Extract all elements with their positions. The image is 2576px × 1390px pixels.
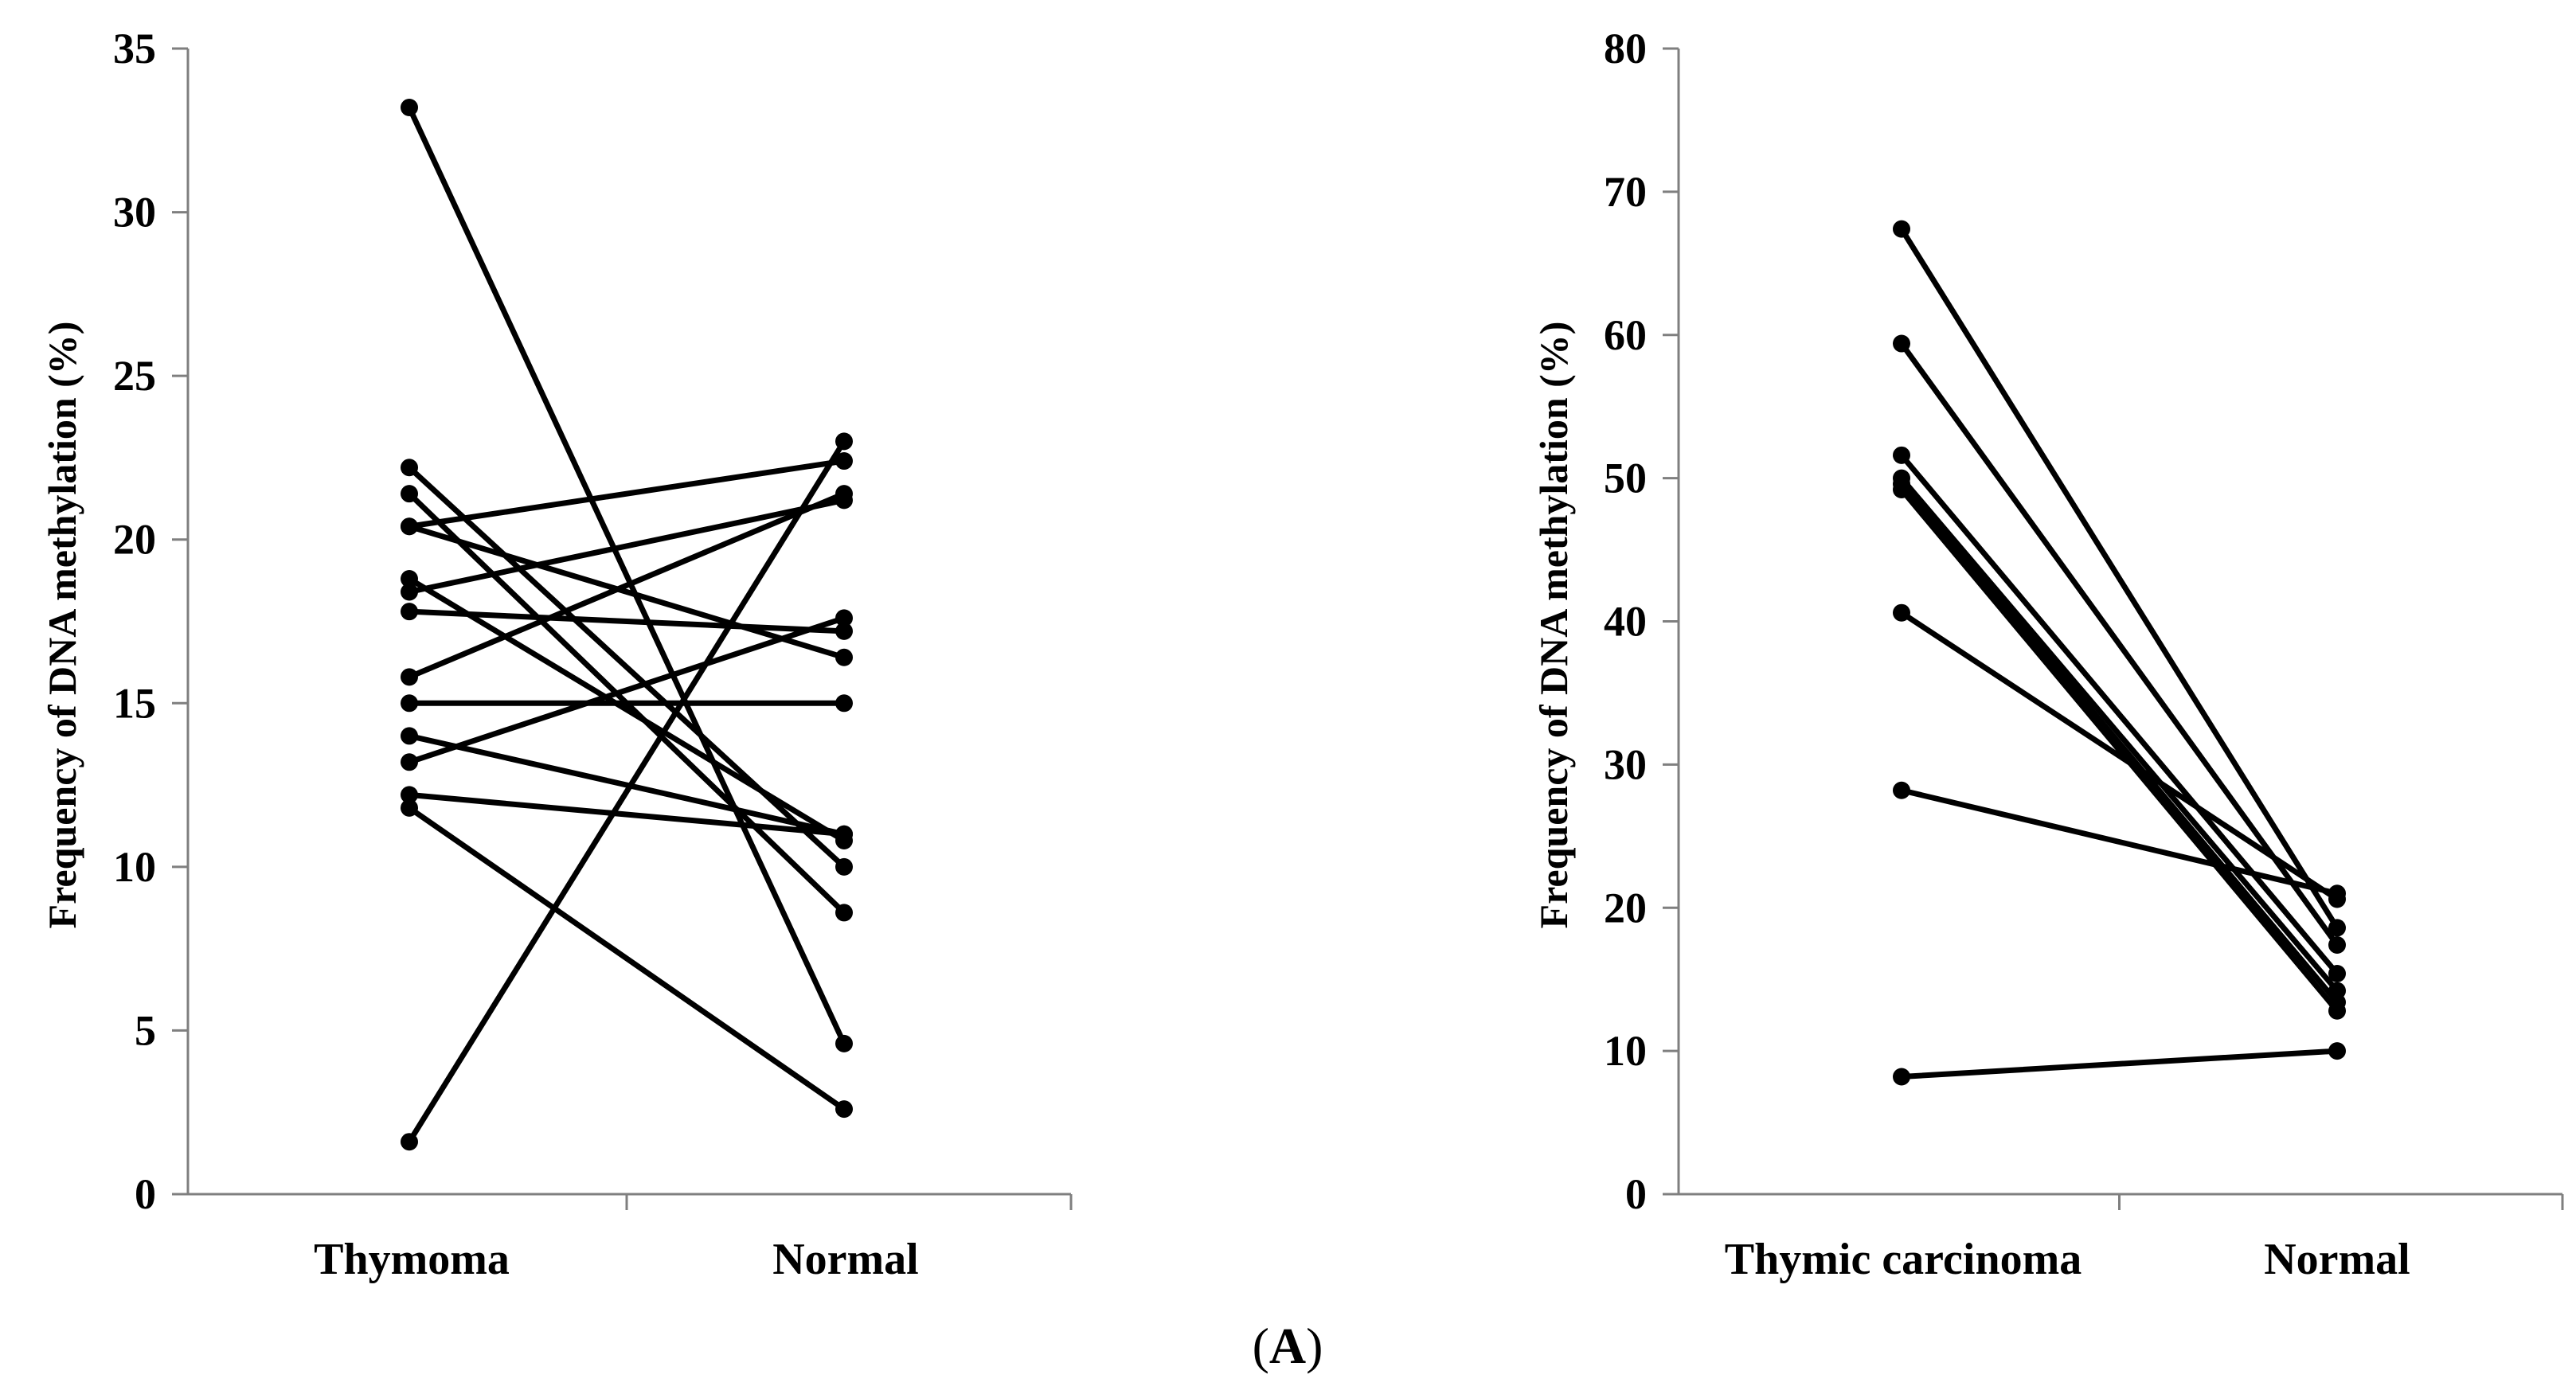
y-tick-label-right-0: 0 [1625, 1170, 1647, 1218]
y-tick-label-left-0: 0 [135, 1170, 156, 1218]
point-left-2-a [401, 459, 418, 477]
pair-line-right-7 [1898, 787, 2340, 896]
x-category-label-left-0: Thymoma [314, 1235, 510, 1284]
y-tick-label-right-2: 20 [1604, 884, 1647, 931]
pair-line-right-4 [1898, 481, 2340, 1005]
y-tick-label-right-7: 70 [1604, 168, 1647, 216]
pair-line-left-13 [406, 791, 847, 838]
point-right-1-b [2328, 936, 2346, 955]
pair-line-right-1 [1898, 341, 2340, 948]
point-right-5-b [2328, 1002, 2346, 1020]
point-right-2-a [1893, 446, 1910, 464]
pair-line-left-1 [406, 438, 847, 1145]
point-right-1-a [1893, 334, 1910, 353]
pair-line-right-3 [1898, 475, 2340, 994]
point-left-1-b [835, 432, 853, 451]
pair-line-left-9 [406, 490, 847, 680]
pair-line-left-4 [406, 458, 847, 529]
point-right-8-b [2328, 1042, 2346, 1060]
y-tick-label-left-7: 35 [113, 25, 156, 72]
x-category-label-right-1: Normal [2264, 1235, 2410, 1284]
y-tick-label-right-5: 50 [1604, 455, 1647, 502]
y-tick-label-left-3: 15 [113, 679, 156, 727]
y-tick-label-left-2: 10 [113, 843, 156, 891]
pair-line-left-0 [406, 104, 847, 1047]
point-right-0-b [2328, 919, 2346, 937]
y-tick-label-left-4: 20 [113, 516, 156, 564]
point-right-5-a [1893, 481, 1910, 499]
pair-line-left-12 [406, 615, 847, 765]
point-left-1-a [401, 1133, 418, 1151]
point-left-12-a [401, 753, 418, 771]
point-right-7-a [1893, 781, 1910, 799]
x-category-label-right-0: Thymic carcinoma [1725, 1235, 2082, 1284]
point-left-9-a [401, 668, 418, 686]
point-left-13-a [401, 786, 418, 804]
point-left-4-b [835, 452, 853, 470]
pair-line-right-0 [1898, 226, 2340, 931]
y-tick-label-right-1: 10 [1604, 1027, 1647, 1075]
pair-line-left-5 [406, 523, 847, 661]
pair-line-right-2 [1898, 452, 2340, 977]
point-left-10-b [835, 694, 853, 713]
point-left-14-a [401, 798, 418, 817]
point-right-6-a [1893, 603, 1910, 622]
y-tick-label-right-3: 30 [1604, 740, 1647, 788]
pair-line-left-6 [406, 576, 847, 844]
point-left-11-a [401, 727, 418, 745]
x-category-label-left-1: Normal [772, 1235, 919, 1284]
y-axis-title-right: Frequency of DNA methylation (%) [1531, 322, 1576, 929]
point-left-3-b [835, 904, 853, 922]
pair-line-left-11 [406, 732, 847, 838]
point-left-7-a [401, 583, 418, 601]
point-left-2-b [835, 857, 853, 876]
point-left-6-a [401, 570, 418, 588]
pair-line-left-7 [406, 497, 847, 595]
point-left-3-a [401, 485, 418, 503]
point-left-14-b [835, 1100, 853, 1119]
pair-line-right-6 [1898, 610, 2340, 902]
point-right-2-b [2328, 964, 2346, 982]
panel-label-letter: A [1269, 1318, 1306, 1374]
y-tick-label-right-8: 80 [1604, 25, 1647, 72]
pair-line-left-2 [406, 464, 847, 870]
point-left-13-b [835, 825, 853, 843]
pair-line-right-5 [1898, 486, 2340, 1014]
pair-line-right-8 [1898, 1048, 2340, 1080]
y-tick-label-left-1: 5 [135, 1006, 156, 1054]
panel-label-open: ( [1253, 1318, 1269, 1374]
point-right-0-a [1893, 220, 1910, 238]
panel-label-close: ) [1306, 1318, 1323, 1374]
pair-line-left-8 [406, 608, 847, 634]
point-left-5-a [401, 517, 418, 536]
point-left-12-b [835, 609, 853, 627]
point-right-8-a [1893, 1068, 1910, 1086]
y-tick-label-right-4: 40 [1604, 598, 1647, 646]
point-left-0-b [835, 1034, 853, 1052]
y-tick-label-right-6: 60 [1604, 311, 1647, 359]
point-right-7-b [2328, 884, 2346, 903]
point-left-5-b [835, 648, 853, 666]
chart-thymoma: Frequency of DNA methylation (%) Thymoma… [40, 25, 1073, 1284]
pair-line-left-14 [406, 805, 847, 1112]
y-axis-title-left: Frequency of DNA methylation (%) [40, 322, 84, 929]
point-left-10-a [401, 694, 418, 713]
point-left-0-a [401, 99, 418, 117]
chart-thymic-carcinoma: Frequency of DNA methylation (%) Thymic … [1531, 25, 2564, 1284]
point-left-8-a [401, 603, 418, 621]
y-tick-label-left-6: 30 [113, 189, 156, 236]
y-tick-label-left-5: 25 [113, 352, 156, 400]
panel-label: (A) [1253, 1318, 1323, 1374]
point-left-8-b [835, 622, 853, 640]
point-left-9-b [835, 485, 853, 503]
